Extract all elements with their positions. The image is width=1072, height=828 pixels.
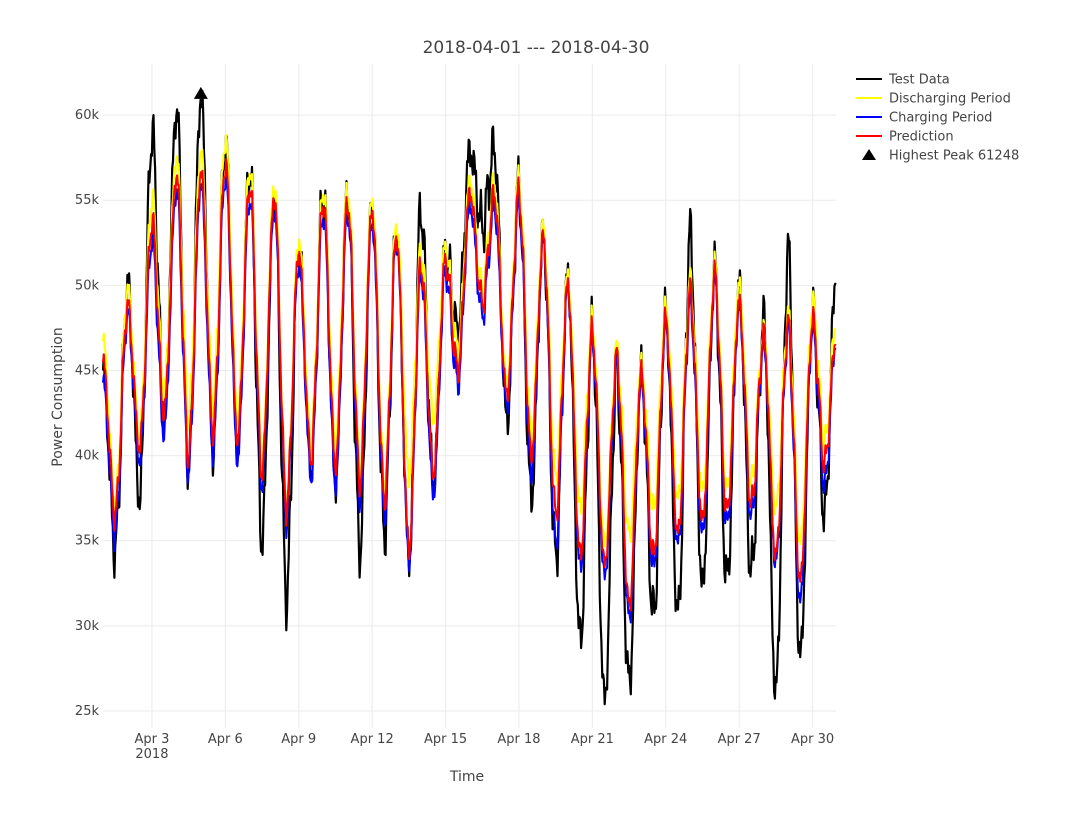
peak-markers [193, 86, 208, 99]
chart-title: 2018-04-01 --- 2018-04-30 [423, 38, 650, 58]
y-tick-label: 45k [75, 363, 100, 378]
x-tick-label: Apr 24 [644, 732, 687, 747]
legend-label: Highest Peak 61248 [889, 149, 1019, 164]
y-tick-label: 35k [75, 534, 100, 549]
x-tick-label: Apr 27 [718, 732, 761, 747]
legend[interactable]: Test Data Discharging Period Charging Peri… [856, 73, 1019, 164]
legend-label: Discharging Period [889, 92, 1011, 107]
legend-item-test-data[interactable]: Test Data [856, 73, 950, 88]
y-tick-label: 30k [75, 619, 100, 634]
x-axis-label: Time [449, 769, 484, 785]
x-tick-label: Apr 3 [134, 732, 169, 747]
y-axis-ticks: 25k 30k 35k 40k 45k 50k 55k 60k [75, 108, 100, 719]
series-lines [101, 89, 837, 706]
x-tick-label: Apr 18 [497, 732, 540, 747]
triangle-up-icon [862, 149, 876, 160]
x-tick-label: Apr 9 [281, 732, 316, 747]
x-tick-label: Apr 15 [424, 732, 467, 747]
y-axis-label: Power Consumption [50, 327, 66, 467]
x-tick-label: Apr 12 [351, 732, 394, 747]
y-tick-label: 25k [75, 704, 100, 719]
x-tick-label: Apr 21 [571, 732, 614, 747]
legend-item-charging-period[interactable]: Charging Period [856, 111, 992, 126]
y-tick-label: 55k [75, 193, 100, 208]
x-tick-label: Apr 6 [208, 732, 243, 747]
legend-item-highest-peak[interactable]: Highest Peak 61248 [862, 149, 1019, 164]
legend-label: Charging Period [889, 111, 992, 126]
legend-label: Prediction [889, 130, 954, 145]
series-line-prediction [102, 158, 837, 612]
highest-peak-marker [193, 86, 208, 99]
x-tick-label: Apr 30 [791, 732, 834, 747]
y-tick-label: 50k [75, 278, 100, 293]
legend-item-discharging-period[interactable]: Discharging Period [856, 92, 1011, 107]
x-tick-year-label: 2018 [135, 747, 168, 762]
y-tick-label: 40k [75, 449, 100, 464]
x-axis-ticks: Apr 3 Apr 6 Apr 9 Apr 12 Apr 15 Apr 18 Apr 21 A… [134, 732, 834, 762]
y-tick-label: 60k [75, 108, 100, 123]
legend-item-prediction[interactable]: Prediction [856, 130, 954, 145]
legend-label: Test Data [888, 73, 950, 88]
gridlines [103, 64, 836, 728]
